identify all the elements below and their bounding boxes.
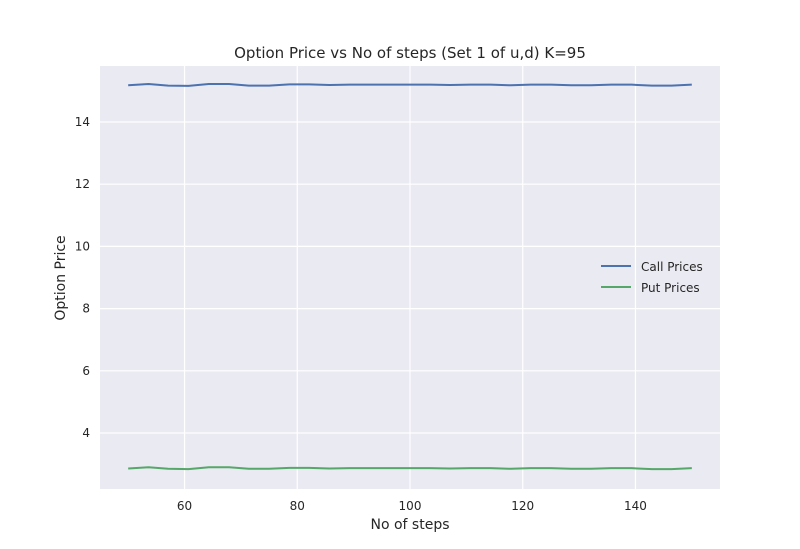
call-prices-line <box>128 83 692 87</box>
x-tick-label: 100 <box>399 499 422 513</box>
x-tick-label: 120 <box>511 499 534 513</box>
legend: Call Prices Put Prices <box>601 260 703 295</box>
put-prices-line <box>128 466 692 471</box>
x-tick-label: 140 <box>624 499 647 513</box>
chart-title: Option Price vs No of steps (Set 1 of u,… <box>234 44 586 62</box>
y-tick-labels: 4 6 8 10 12 14 <box>75 115 90 440</box>
grid <box>100 66 720 489</box>
y-tick-label: 6 <box>82 364 90 378</box>
y-tick-label: 14 <box>75 115 90 129</box>
x-tick-label: 60 <box>177 499 192 513</box>
x-tick-labels: 60 80 100 120 140 <box>177 499 647 513</box>
y-tick-label: 4 <box>82 426 90 440</box>
y-axis-label: Option Price <box>53 235 69 320</box>
y-tick-label: 12 <box>75 177 90 191</box>
x-tick-label: 80 <box>290 499 305 513</box>
legend-label-put: Put Prices <box>641 281 700 295</box>
y-tick-label: 10 <box>75 239 90 253</box>
x-axis-label: No of steps <box>370 517 449 533</box>
legend-label-call: Call Prices <box>641 260 703 274</box>
series-layer <box>128 83 692 471</box>
y-tick-label: 8 <box>82 302 90 316</box>
